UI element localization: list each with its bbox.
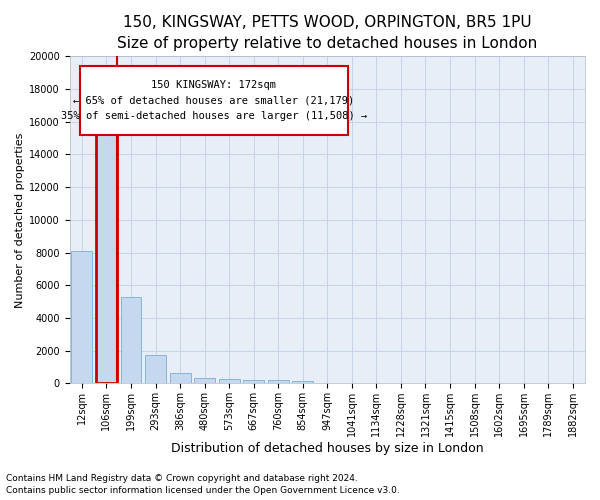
- FancyBboxPatch shape: [80, 66, 348, 135]
- X-axis label: Distribution of detached houses by size in London: Distribution of detached houses by size …: [171, 442, 484, 455]
- Bar: [243, 380, 264, 384]
- Text: 150 KINGSWAY: 172sqm
← 65% of detached houses are smaller (21,179)
35% of semi-d: 150 KINGSWAY: 172sqm ← 65% of detached h…: [61, 80, 367, 121]
- Bar: [96, 114, 117, 384]
- Bar: [219, 379, 239, 384]
- Bar: [268, 380, 289, 384]
- Bar: [170, 372, 191, 384]
- Bar: [96, 114, 117, 384]
- Bar: [292, 382, 313, 384]
- Text: Contains HM Land Registry data © Crown copyright and database right 2024.
Contai: Contains HM Land Registry data © Crown c…: [6, 474, 400, 495]
- Bar: [145, 354, 166, 384]
- Y-axis label: Number of detached properties: Number of detached properties: [15, 132, 25, 308]
- Bar: [121, 296, 142, 384]
- Bar: [71, 251, 92, 384]
- Title: 150, KINGSWAY, PETTS WOOD, ORPINGTON, BR5 1PU
Size of property relative to detac: 150, KINGSWAY, PETTS WOOD, ORPINGTON, BR…: [117, 15, 538, 51]
- Bar: [194, 378, 215, 384]
